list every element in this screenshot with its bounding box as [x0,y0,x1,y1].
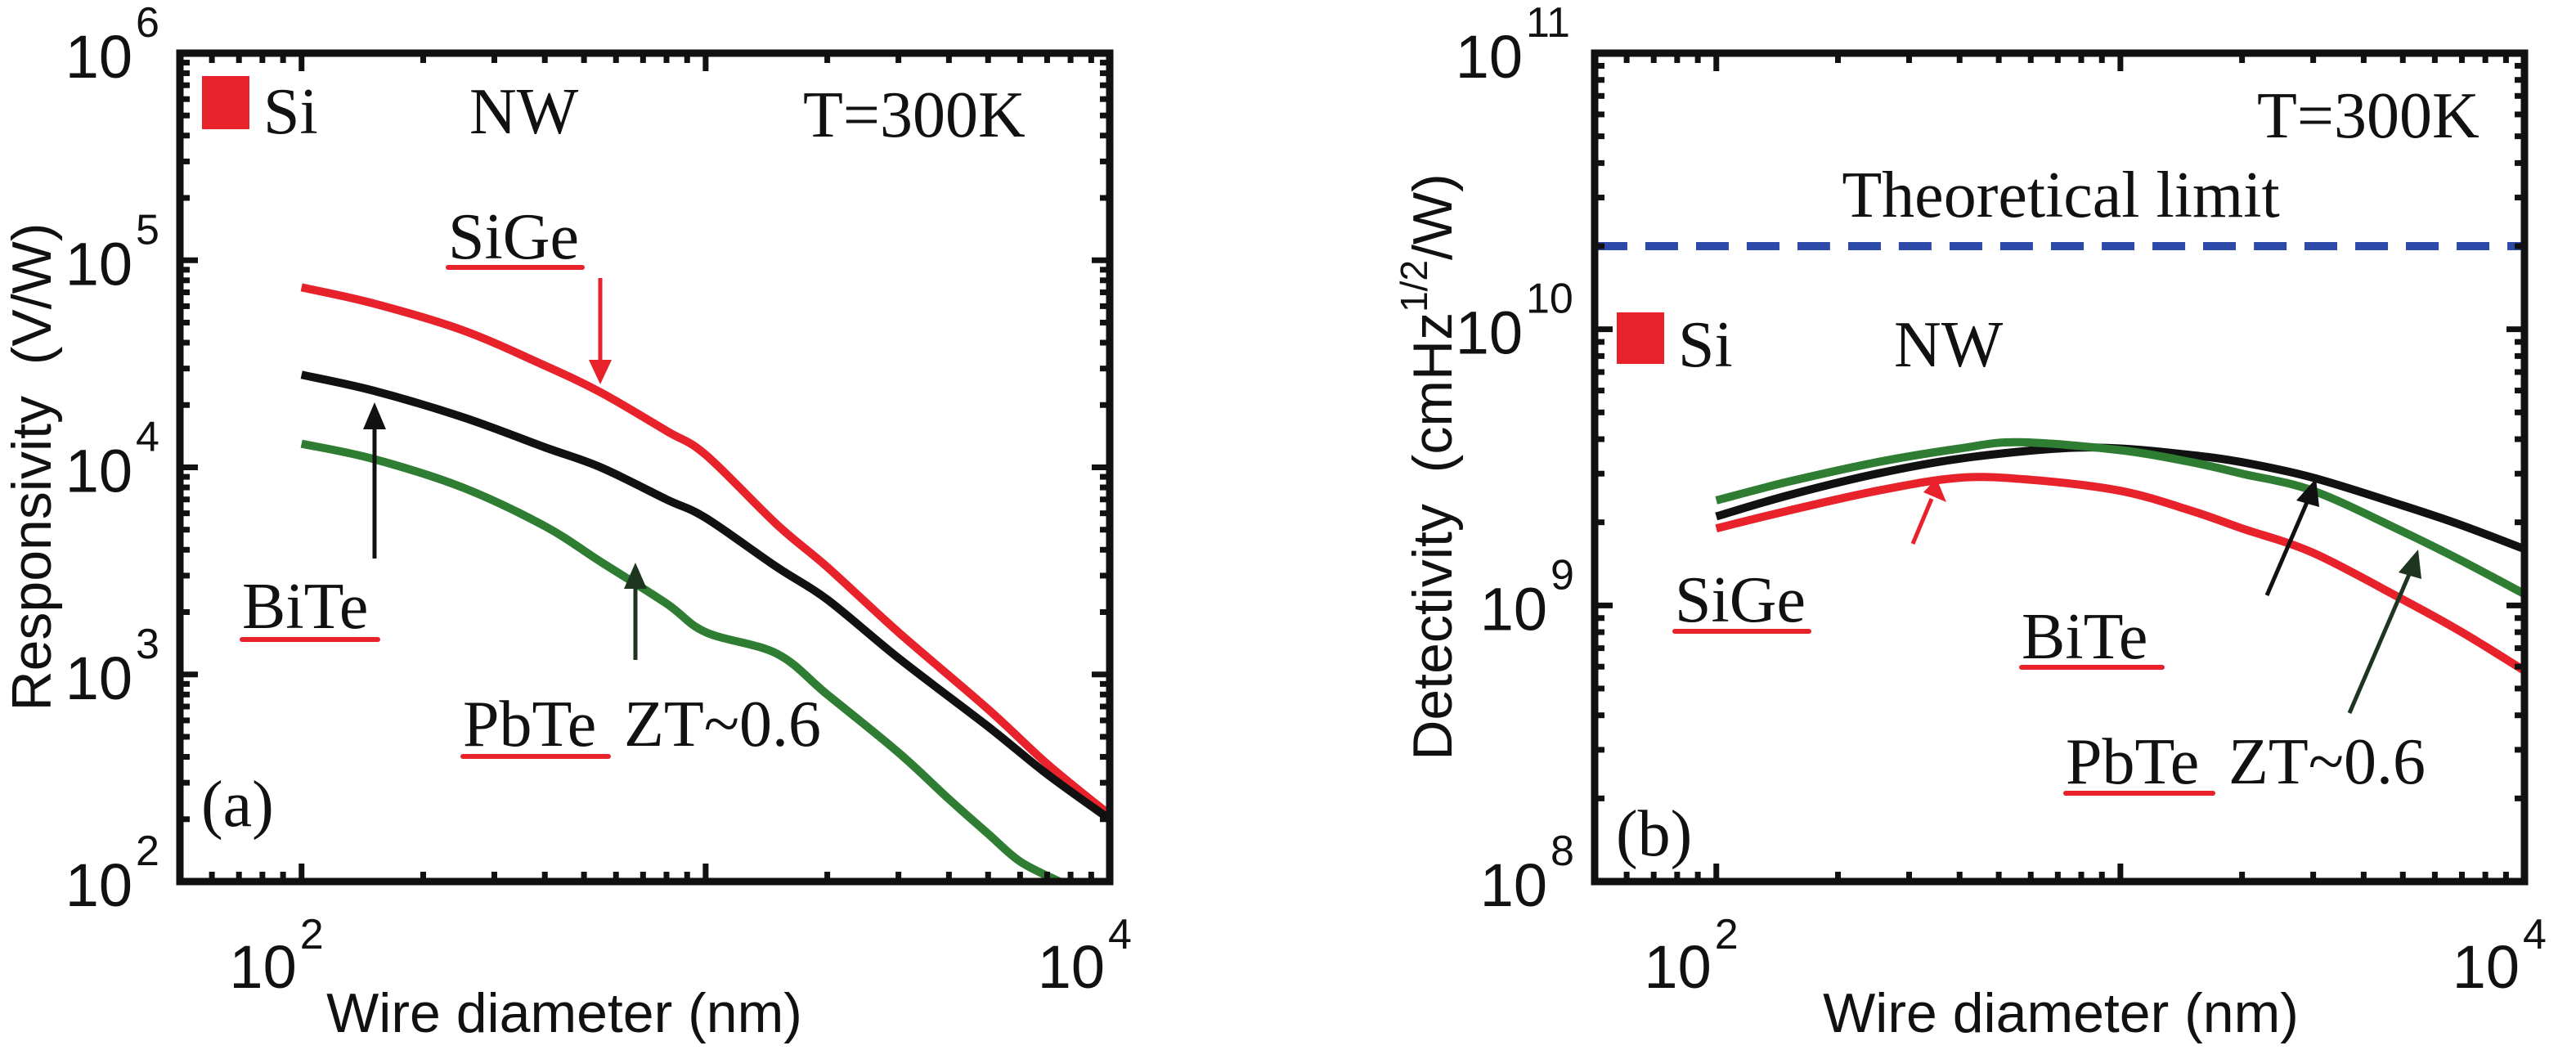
y-tick-label: 10 [65,438,132,505]
x-tick-label: 10 [1038,933,1105,1001]
y-tick-label-exponent: 2 [136,828,159,875]
y-tick-label-exponent: 3 [136,621,159,668]
panel-a-curves [300,283,1113,886]
panel-b-sige-label: SiGe [1675,564,1806,636]
panel-b-series-sige [1715,473,2527,675]
panel-b-y-axis-title-tail: /W) [1402,173,1464,260]
panel-a-si-label: Si [263,76,318,148]
y-tick-label: 10 [65,851,132,919]
panel-a-x-axis-title: Wire diameter (nm) [326,982,802,1044]
y-tick-label: 10 [1480,851,1547,919]
x-tick-label-exponent: 2 [300,911,324,958]
panel-a-bite-label: BiTe [242,571,368,643]
panel-b-theoretical-limit-label: Theoretical limit [1842,159,2279,231]
panel-a-series-bite [300,370,1112,823]
panel-b-bite-label: BiTe [2022,601,2147,673]
panel-b-series-pbte-zt-0-6 [1715,438,2527,598]
panel-a-panel-label: (a) [201,769,274,841]
x-tick-label-exponent: 4 [2523,911,2547,958]
panel-b-curves [1594,241,2527,675]
panel-b-frame [1591,49,2529,886]
panel-b-y-axis-title-main: Detectivity (cmHz [1402,312,1464,761]
y-tick-label-exponent: 9 [1551,551,1574,599]
y-tick-label-exponent: 5 [136,206,159,254]
panel-b-bite-arrow-head-icon [2296,478,2319,507]
panel-b-bite-arrow-shaft [2264,500,2310,596]
panel-b-y-axis-title: Detectivity (cmHz1/2/W) [1393,173,1464,761]
x-tick-label: 10 [1644,933,1711,1001]
y-tick-label-exponent: 4 [136,414,159,461]
panel-b-y-axis-title-sup: 1/2 [1393,260,1435,312]
panel-a-tick-labels: 10 2 10 410 210 310 410 510 6 [65,0,1132,1001]
panel-a-y-axis-title: Responsivity (V/W) [1,223,63,711]
x-tick-label: 10 [229,933,296,1001]
y-tick-label: 10 [65,23,132,91]
y-tick-label: 10 [65,230,132,298]
panel-b-panel-label: (b) [1616,798,1692,870]
y-tick-label: 10 [1456,23,1523,91]
panel-b-sige-arrow-head-icon [1923,478,1946,502]
panel-b-pbte-label: PbTe [2066,726,2199,798]
y-tick-label: 10 [1456,299,1523,367]
y-tick-label: 10 [1480,575,1547,643]
panel-b-pbte-arrow-shaft [2347,572,2412,714]
panel-b-x-axis-title: Wire diameter (nm) [1823,982,2299,1044]
panel-a-bite-arrow-head-icon [363,402,386,429]
panel-a-series-pbte-zt-0-6 [300,439,1061,886]
x-tick-label: 10 [2453,933,2520,1001]
panel-a-pbte-label: PbTe [463,689,596,761]
panel-b-temperature-label: T=300K [2257,80,2480,152]
x-tick-label-exponent: 4 [1108,911,1132,958]
y-tick-label-exponent: 10 [1526,276,1573,323]
panel-a-pbte-arrow-head-icon [624,563,647,589]
panel-b-nw-label: NW [1894,309,2004,381]
panel-b-si-label: Si [1678,309,1733,381]
y-tick-label: 10 [65,644,132,712]
y-tick-label-exponent: 8 [1551,828,1574,875]
si-legend-square-icon [1617,312,1664,364]
x-tick-label-exponent: 2 [1715,911,1739,958]
y-tick-label-exponent: 6 [136,0,159,47]
y-tick-label-exponent: 11 [1526,0,1570,47]
panel-a-frame [176,49,1114,886]
panel-b-pbte-arrow-head-icon [2399,550,2421,579]
panel-a-zt-label: ZT~0.6 [624,689,821,761]
panel-b-zt-label: ZT~0.6 [2228,726,2426,798]
panel-a-temperature-label: T=300K [803,79,1025,151]
panel-a-responsivity: 10 2 10 410 210 310 410 510 6 Wire diameter (nm)… [1,0,1132,1044]
panel-a-nw-label: NW [469,76,579,148]
si-legend-square-icon [202,76,249,129]
panel-a-series-sige [300,283,1113,819]
panel-a-sige-arrow-head-icon [589,360,612,384]
panel-a-sige-label: SiGe [448,201,579,273]
panel-b-sige-arrow-shaft [1910,498,1934,545]
